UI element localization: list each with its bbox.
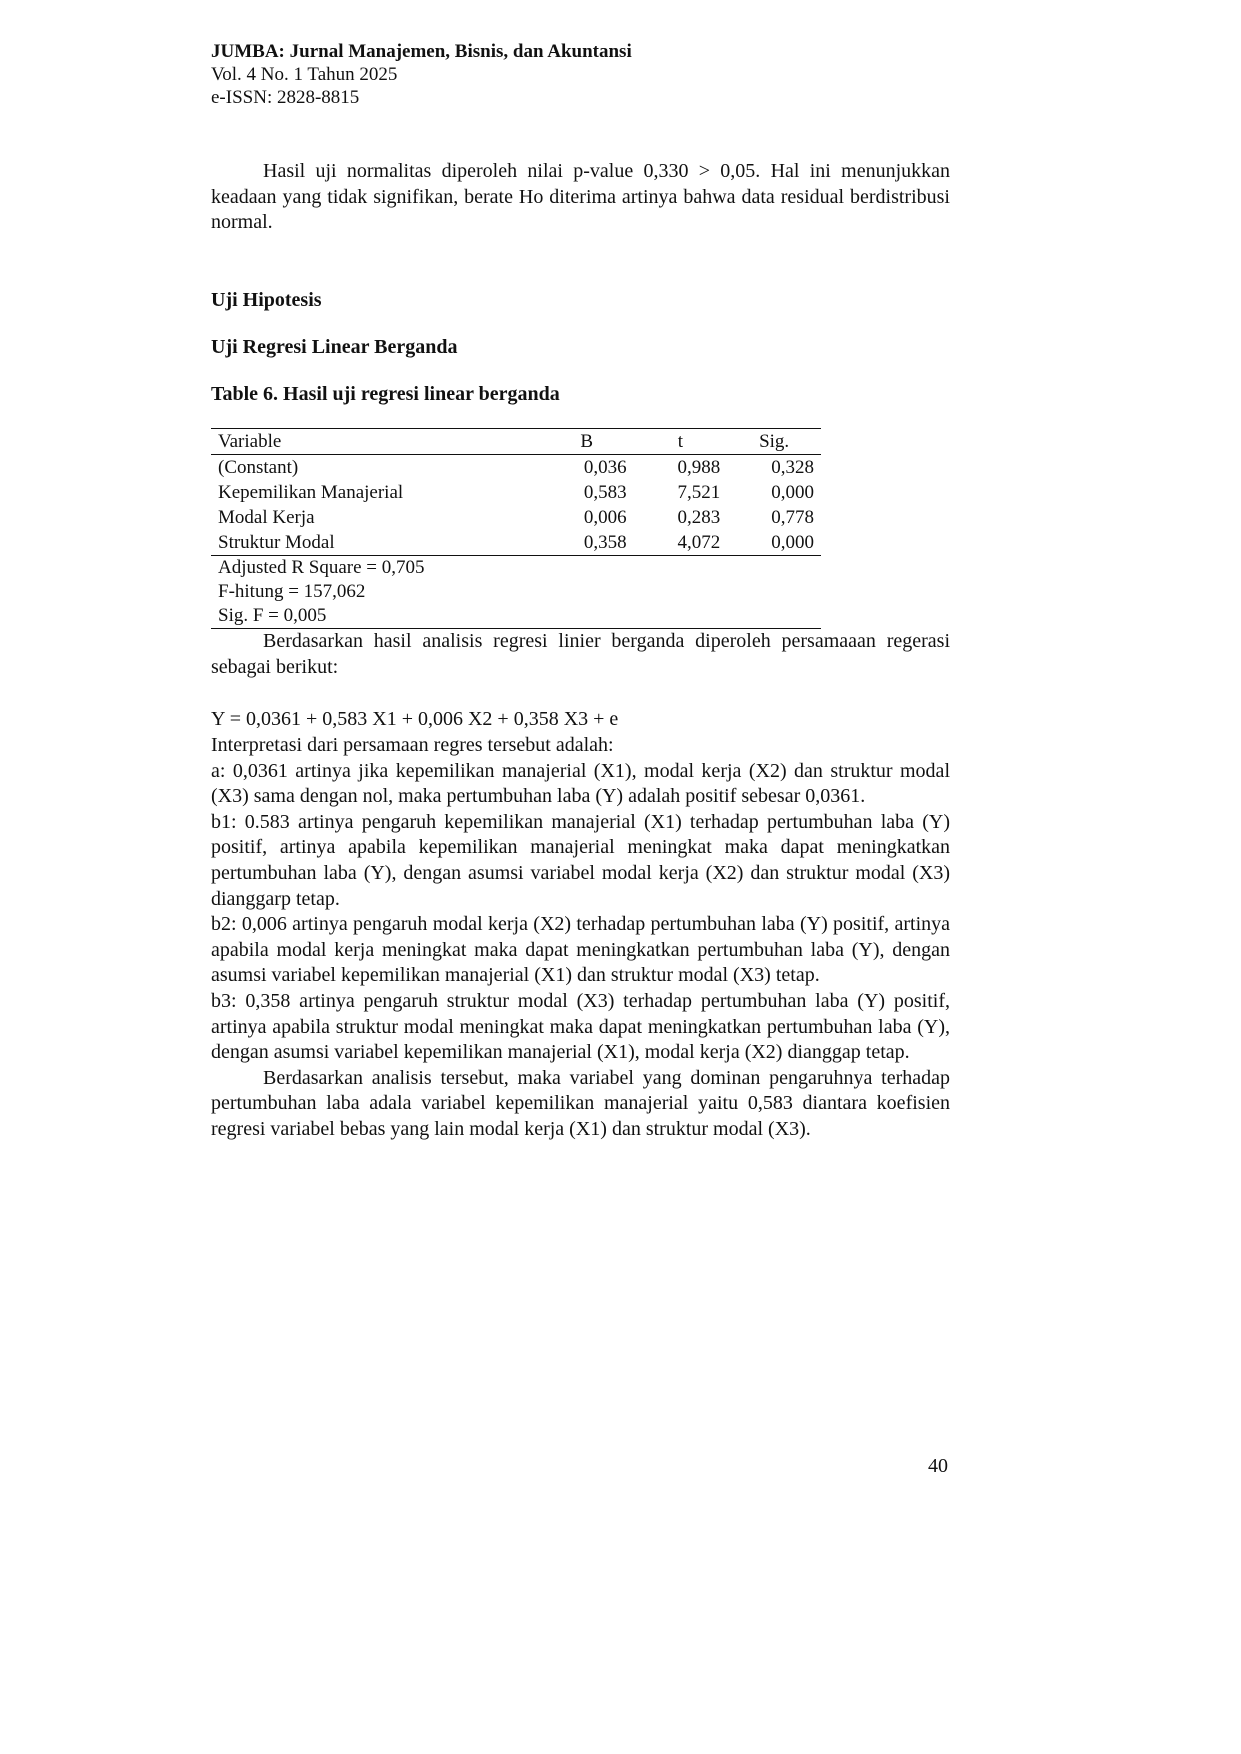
col-b: B — [580, 431, 594, 452]
cell: 0,283 — [677, 507, 721, 528]
journal-title: JUMBA: Jurnal Manajemen, Bisnis, dan Aku… — [211, 41, 632, 62]
cell: 0,000 — [771, 532, 814, 553]
cell: 4,072 — [677, 532, 721, 553]
table-header-row: Variable B t Sig. — [211, 428, 821, 455]
cell: Struktur Modal — [218, 532, 335, 553]
cell: Kepemilikan Manajerial — [218, 482, 404, 503]
heading-regresi: Uji Regresi Linear Berganda — [211, 336, 458, 358]
table-row: Struktur Modal 0,358 4,072 0,000 — [211, 530, 821, 556]
cell: 0,988 — [677, 457, 721, 478]
paragraph-result: Berdasarkan hasil analisis regresi linie… — [211, 630, 950, 678]
conclusion-paragraph: Berdasarkan analisis tersebut, maka vari… — [211, 1066, 950, 1140]
heading-uji-hipotesis: Uji Hipotesis — [211, 289, 322, 311]
running-header: JUMBA: Jurnal Manajemen, Bisnis, dan Aku… — [211, 40, 632, 109]
table-row: (Constant) 0,036 0,988 0,328 — [211, 455, 821, 481]
interpretation: Interpretasi dari persamaan regres terse… — [211, 733, 950, 1143]
cell: 7,521 — [677, 482, 721, 503]
table-caption: Table 6. Hasil uji regresi linear bergan… — [211, 383, 560, 405]
regression-equation: Y = 0,0361 + 0,583 X1 + 0,006 X2 + 0,358… — [211, 708, 619, 730]
page-number: 40 — [928, 1455, 948, 1477]
interpretation-title: Interpretasi dari persamaan regres terse… — [211, 734, 614, 756]
cell: (Constant) — [218, 457, 299, 478]
cell: 0,006 — [583, 507, 627, 528]
intro-paragraph: Hasil uji normalitas diperoleh nilai p-v… — [211, 160, 950, 234]
col-variable: Variable — [218, 431, 282, 452]
table-note: F-hitung = 157,062 — [218, 581, 366, 602]
table-note: Sig. F = 0,005 — [218, 605, 327, 626]
cell: 0,000 — [771, 482, 814, 503]
interpretation-a: a: 0,0361 artinya jika kepemilikan manaj… — [211, 759, 950, 808]
cell: 0,328 — [771, 457, 814, 478]
table-row: Kepemilikan Manajerial 0,583 7,521 0,000 — [211, 480, 821, 505]
cell: 0,583 — [583, 482, 627, 503]
journal-issn: e-ISSN: 2828-8815 — [211, 87, 360, 108]
interpretation-b2: b2: 0,006 artinya pengaruh modal kerja (… — [211, 913, 950, 987]
cell: 0,358 — [583, 532, 627, 553]
cell: 0,778 — [771, 507, 814, 528]
table-row: Modal Kerja 0,006 0,283 0,778 — [211, 505, 821, 530]
interpretation-b1: b1: 0.583 artinya pengaruh kepemilikan m… — [211, 810, 950, 910]
table-note: Adjusted R Square = 0,705 — [218, 557, 425, 578]
col-t: t — [677, 431, 684, 452]
col-sig: Sig. — [759, 431, 790, 452]
interpretation-b3: b3: 0,358 artinya pengaruh struktur moda… — [211, 989, 950, 1064]
regression-table: Variable B t Sig. (Constant) 0,036 0,988… — [211, 428, 821, 629]
cell: 0,036 — [583, 457, 627, 478]
cell: Modal Kerja — [218, 507, 315, 528]
journal-volume: Vol. 4 No. 1 Tahun 2025 — [211, 64, 398, 85]
